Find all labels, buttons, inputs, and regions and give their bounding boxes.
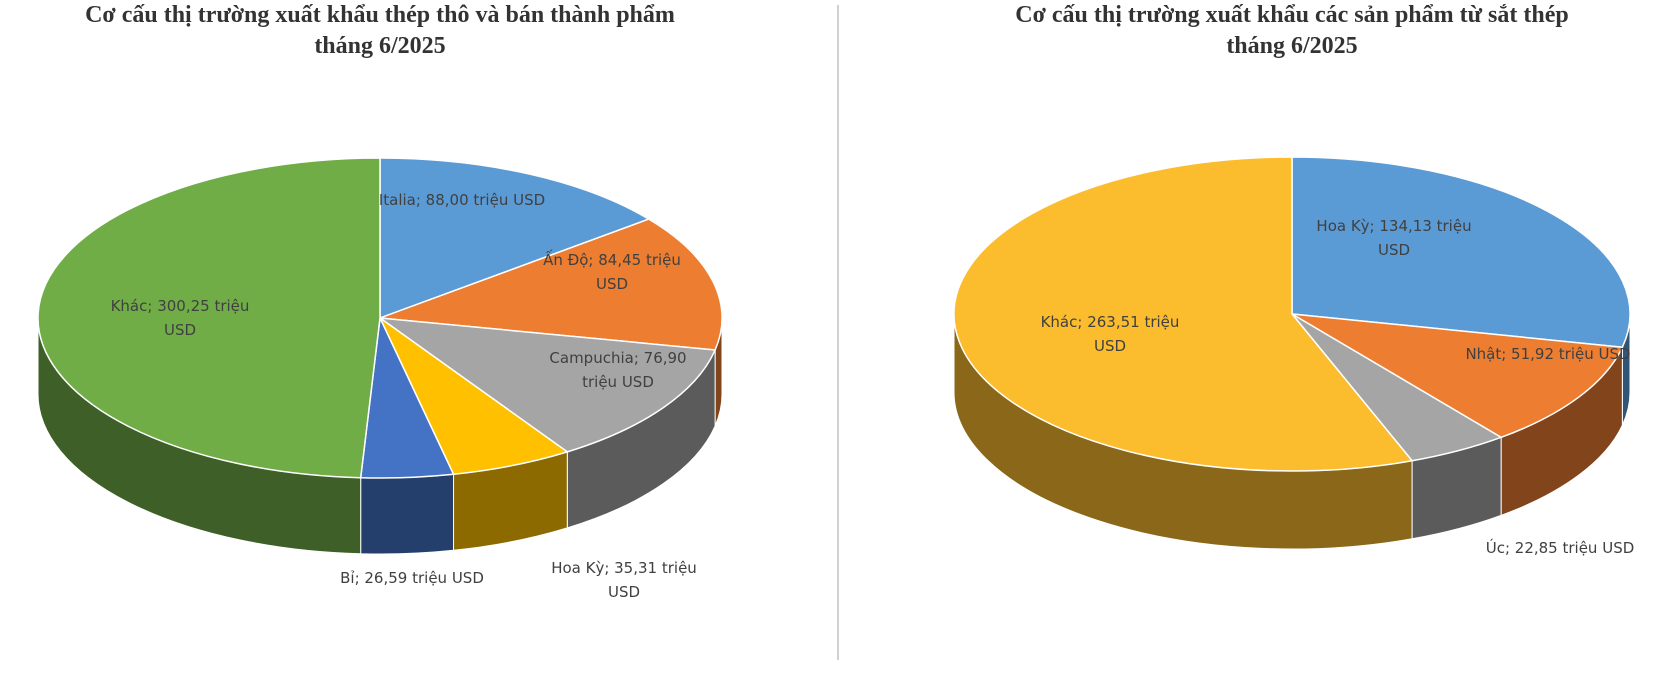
data-label: Bỉ; 26,59 triệu USD — [340, 569, 484, 587]
data-label: Hoa Kỳ; 35,31 triệu USD — [551, 559, 697, 601]
slice — [379, 157, 651, 320]
slice — [37, 157, 381, 479]
data-label: Khác; 263,51 triệu USD — [1040, 313, 1180, 355]
slice — [379, 218, 723, 351]
slice — [378, 315, 569, 476]
data-label: Úc; 22,85 triệu USD — [1485, 539, 1635, 557]
chart-title: Cơ cấu thị trường xuất khẩu thép thô và … — [85, 2, 675, 59]
data-label: Ấn Độ; 84,45 triệu USD — [543, 251, 681, 293]
slice-side — [360, 473, 455, 555]
slice — [377, 316, 717, 453]
slice — [953, 156, 1414, 472]
slice — [1291, 313, 1624, 439]
data-label: Italia; 88,00 triệu USD — [378, 191, 546, 209]
chart-title: Cơ cấu thị trường xuất khẩu các sản phẩm… — [1015, 2, 1569, 59]
slice — [1291, 156, 1631, 349]
data-label: Campuchia; 76,90 triệu USD — [549, 349, 687, 391]
data-label: Hoa Kỳ; 134,13 triệu USD — [1316, 217, 1472, 259]
data-label: Khác; 300,25 triệu USD — [110, 297, 250, 339]
data-label: Nhật; 51,92 triệu USD — [1465, 345, 1631, 363]
